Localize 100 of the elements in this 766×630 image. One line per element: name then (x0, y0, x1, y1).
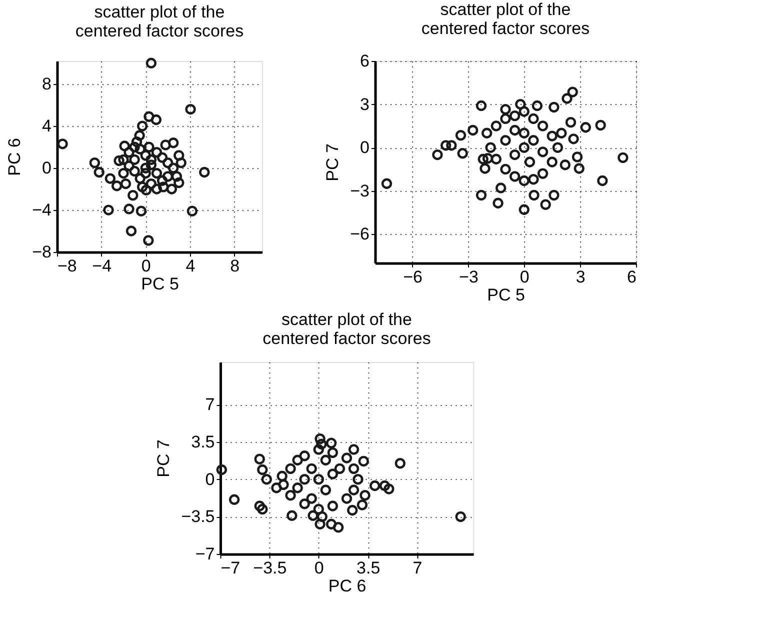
x-tick-label: −4 (92, 256, 112, 276)
point (509, 110, 520, 122)
y-tick-label: 3.5 (191, 432, 215, 452)
point (306, 463, 317, 474)
y-tick-label: 4 (42, 116, 52, 136)
y-tick-label: −7 (195, 544, 215, 564)
point (565, 116, 576, 128)
point (490, 154, 502, 164)
point (292, 482, 303, 494)
point (174, 150, 184, 161)
point (394, 458, 406, 469)
point (560, 160, 570, 170)
point (500, 135, 511, 146)
point (313, 444, 324, 455)
point (546, 156, 558, 168)
point (162, 157, 174, 168)
point (146, 160, 157, 170)
point (476, 100, 487, 112)
point (455, 511, 466, 522)
point (548, 102, 560, 112)
point (271, 482, 282, 494)
point (104, 173, 116, 184)
point (151, 146, 162, 158)
point (171, 171, 182, 182)
point (500, 164, 511, 175)
point (129, 166, 140, 177)
point (156, 152, 168, 163)
point (119, 140, 130, 152)
point (356, 500, 368, 510)
point (140, 150, 151, 161)
point (468, 124, 478, 136)
y-tick-label: 7 (205, 395, 215, 414)
point (341, 452, 352, 464)
x-tick-label: 3 (576, 268, 586, 286)
y-tick-label: −6 (350, 224, 370, 244)
point (381, 178, 392, 189)
point (285, 463, 296, 474)
point (524, 156, 536, 168)
x-tick-label: 8 (230, 256, 240, 276)
point (134, 130, 145, 141)
point (168, 162, 179, 174)
point (562, 93, 572, 104)
point (567, 86, 578, 98)
chart-title: scatter plot of the centered factor scores (75, 2, 244, 40)
point (168, 138, 179, 148)
point (334, 463, 346, 474)
x-axis-title: PC 6 (328, 576, 366, 596)
point (518, 142, 530, 153)
point (254, 500, 265, 512)
point (384, 484, 394, 494)
point (254, 454, 265, 464)
x-tick-label: 7 (412, 558, 422, 578)
point (103, 204, 114, 216)
point (347, 504, 358, 516)
point (144, 142, 154, 152)
point (57, 138, 68, 150)
point (299, 474, 310, 485)
point (320, 484, 331, 496)
point (580, 122, 591, 133)
point (326, 438, 337, 448)
point (140, 168, 151, 179)
point (162, 171, 174, 182)
y-tick-label: −8 (32, 242, 52, 262)
point (478, 154, 488, 164)
point (261, 474, 272, 485)
point (509, 149, 520, 160)
point (509, 124, 520, 136)
point (595, 120, 606, 131)
point (537, 146, 548, 158)
point (146, 58, 157, 68)
point (120, 178, 132, 190)
x-axis-title: PC 5 (487, 286, 525, 304)
point (174, 177, 184, 188)
point (94, 166, 104, 178)
point (286, 510, 298, 521)
x-tick-label: −7 (220, 558, 240, 578)
point (528, 190, 540, 201)
point (476, 190, 487, 201)
point (150, 114, 162, 126)
point (216, 464, 227, 476)
y-axis-title: PC 7 (323, 144, 342, 182)
y-tick-label: 0 (42, 158, 52, 178)
point (574, 163, 584, 174)
point (326, 518, 337, 530)
y-tick-label: −3 (350, 181, 370, 200)
point (528, 174, 539, 185)
point (518, 106, 530, 117)
point (118, 168, 129, 179)
y-tick-label: −4 (32, 200, 52, 220)
point (166, 184, 178, 194)
point (341, 493, 352, 504)
point (129, 142, 140, 152)
point (151, 184, 162, 194)
y-axis-title: PC 6 (5, 138, 24, 176)
y-tick-label: 3 (360, 94, 370, 114)
point (316, 511, 328, 522)
point (156, 175, 168, 186)
point (446, 140, 457, 151)
point (556, 128, 567, 138)
point (528, 113, 539, 124)
